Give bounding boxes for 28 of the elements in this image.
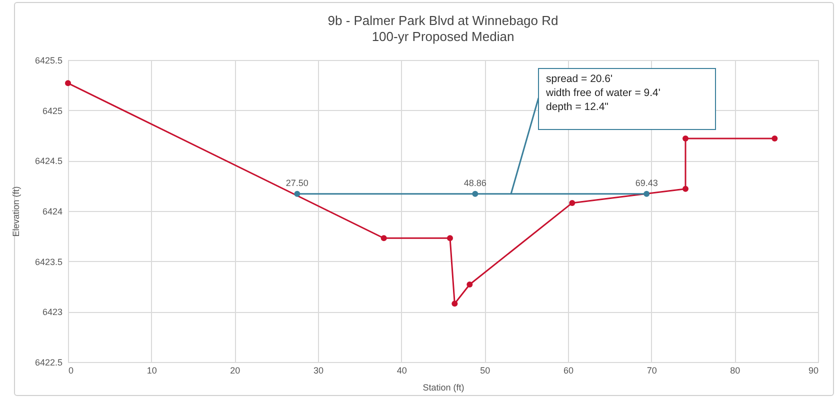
x-tick-label: 80 [730,366,740,376]
y-tick-label: 6424 [42,206,62,216]
y-tick-label: 6425.5 [34,56,62,66]
x-tick-label: 20 [230,366,240,376]
x-tick-label: 30 [313,366,324,376]
x-tick-label: 90 [808,366,818,376]
annotation: 27.50 [286,178,308,188]
x-tick-label: 40 [396,366,407,376]
annotation: width free of water = 9.4' [546,86,662,100]
x-axis-title: Station (ft) [422,382,464,392]
y-tick-label: 6423 [42,307,62,318]
y-axis-title: Elevation (ft) [10,186,21,237]
chart-title: 9b - Palmer Park Blvd at Winnebago Rd [328,13,558,28]
x-tick-label: 50 [480,366,490,376]
y-tick-label: 6425 [42,106,62,116]
x-tick-label: 70 [646,366,657,376]
y-tick-label: 6423.5 [34,256,62,267]
annotation: 69.43 [635,178,658,188]
callout-box: spread = 20.6' width free of water = 9.4' depth = 12.4" [538,68,716,130]
annotation: spread = 20.6' [546,72,614,86]
annotation: depth = 12.4" [546,100,610,114]
y-tick-label: 6424.5 [34,156,62,166]
x-tick-label: 10 [146,366,157,376]
annotation: 48.86 [464,178,486,188]
x-tick-label: 60 [563,366,574,376]
y-tick-label: 6422.5 [34,358,62,368]
x-tick-label: 0 [68,366,74,376]
chart-subtitle: 100-yr Proposed Median [372,29,514,44]
